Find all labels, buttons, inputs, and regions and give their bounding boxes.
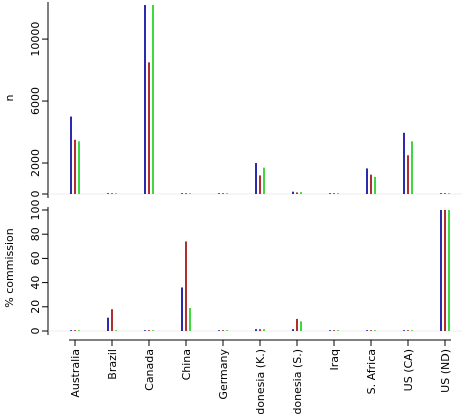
bar [448,210,450,331]
bar [226,330,228,331]
category-label: Brazil [106,349,119,380]
bar [366,330,368,331]
bar [222,330,224,331]
bar [74,330,76,331]
bar [403,330,405,331]
bar [222,193,224,194]
bar [411,141,413,194]
bar [115,330,117,331]
bar [107,193,109,194]
category-label: Indonesia (S.) [291,349,304,414]
y-tick-label: 2000 [29,149,42,177]
bottom-panel: 0 20 40 60 80 100 % commission [3,200,463,336]
y-tick-label: 6000 [29,87,42,115]
bar [296,318,298,331]
bar [448,193,450,194]
bar [300,192,302,194]
bar [78,330,80,331]
bar [152,330,154,331]
bar [70,116,72,194]
bar [70,330,72,331]
bar [189,193,191,194]
bar [292,329,294,331]
bar [218,330,220,331]
bar [329,330,331,331]
bar [263,329,265,331]
category-label: S. Africa [365,349,378,394]
category-label: Iraq [328,349,341,371]
bar [337,193,339,194]
bar [189,308,191,331]
bar [444,193,446,194]
bar [218,193,220,194]
bar [259,175,261,194]
y-tick-label: 60 [29,251,42,265]
bar [255,329,257,331]
bar [181,193,183,194]
bar [144,5,146,194]
bar [407,155,409,194]
bar [444,210,446,331]
bar [403,132,405,194]
y-tick-label: 0 [29,328,42,335]
bar [185,241,187,331]
y-tick-label: 20 [29,300,42,314]
category-label: US (CA) [402,349,415,391]
bar [148,330,150,331]
bar [407,330,409,331]
bar [78,141,80,194]
bar [440,210,442,331]
bar [300,321,302,331]
bar [185,193,187,194]
y-tick-label: 40 [29,276,42,290]
y-tick-label: 80 [29,227,42,241]
bar [181,287,183,331]
y-axis-title: % commission [3,228,16,307]
bar [107,317,109,331]
top-panel: 0 2000 6000 10000 n [3,2,463,199]
bar [152,5,154,194]
y-tick-label: 10000 [29,22,42,57]
y-tick-label: 0 [29,191,42,198]
category-label: US (ND) [439,349,452,393]
category-label: China [180,349,193,380]
bar [111,193,113,194]
y-tick-label: 100 [29,200,42,221]
bar [148,62,150,194]
bar [374,176,376,194]
bar [226,193,228,194]
category-label: Canada [143,349,156,391]
bar [370,330,372,331]
bar [370,174,372,194]
category-label: Indonesia (K.) [254,349,267,414]
bar [292,191,294,194]
bar [255,163,257,194]
category-label: Australia [69,349,82,398]
category-axis: Australia Brazil Canada China Germany Indones… [69,339,452,419]
bar [440,193,442,194]
bar [333,330,335,331]
bar [263,167,265,194]
bar [411,330,413,331]
bar [74,139,76,194]
plot-area [47,207,463,336]
bar [329,193,331,194]
bar [296,192,298,194]
category-label: Germany [217,349,230,400]
bar [259,329,261,331]
bar [111,309,113,331]
bar [144,330,146,331]
bar [333,193,335,194]
bar [115,193,117,194]
bar [366,168,368,194]
y-axis-title: n [3,94,16,101]
bar [337,330,339,331]
bar [374,330,376,331]
